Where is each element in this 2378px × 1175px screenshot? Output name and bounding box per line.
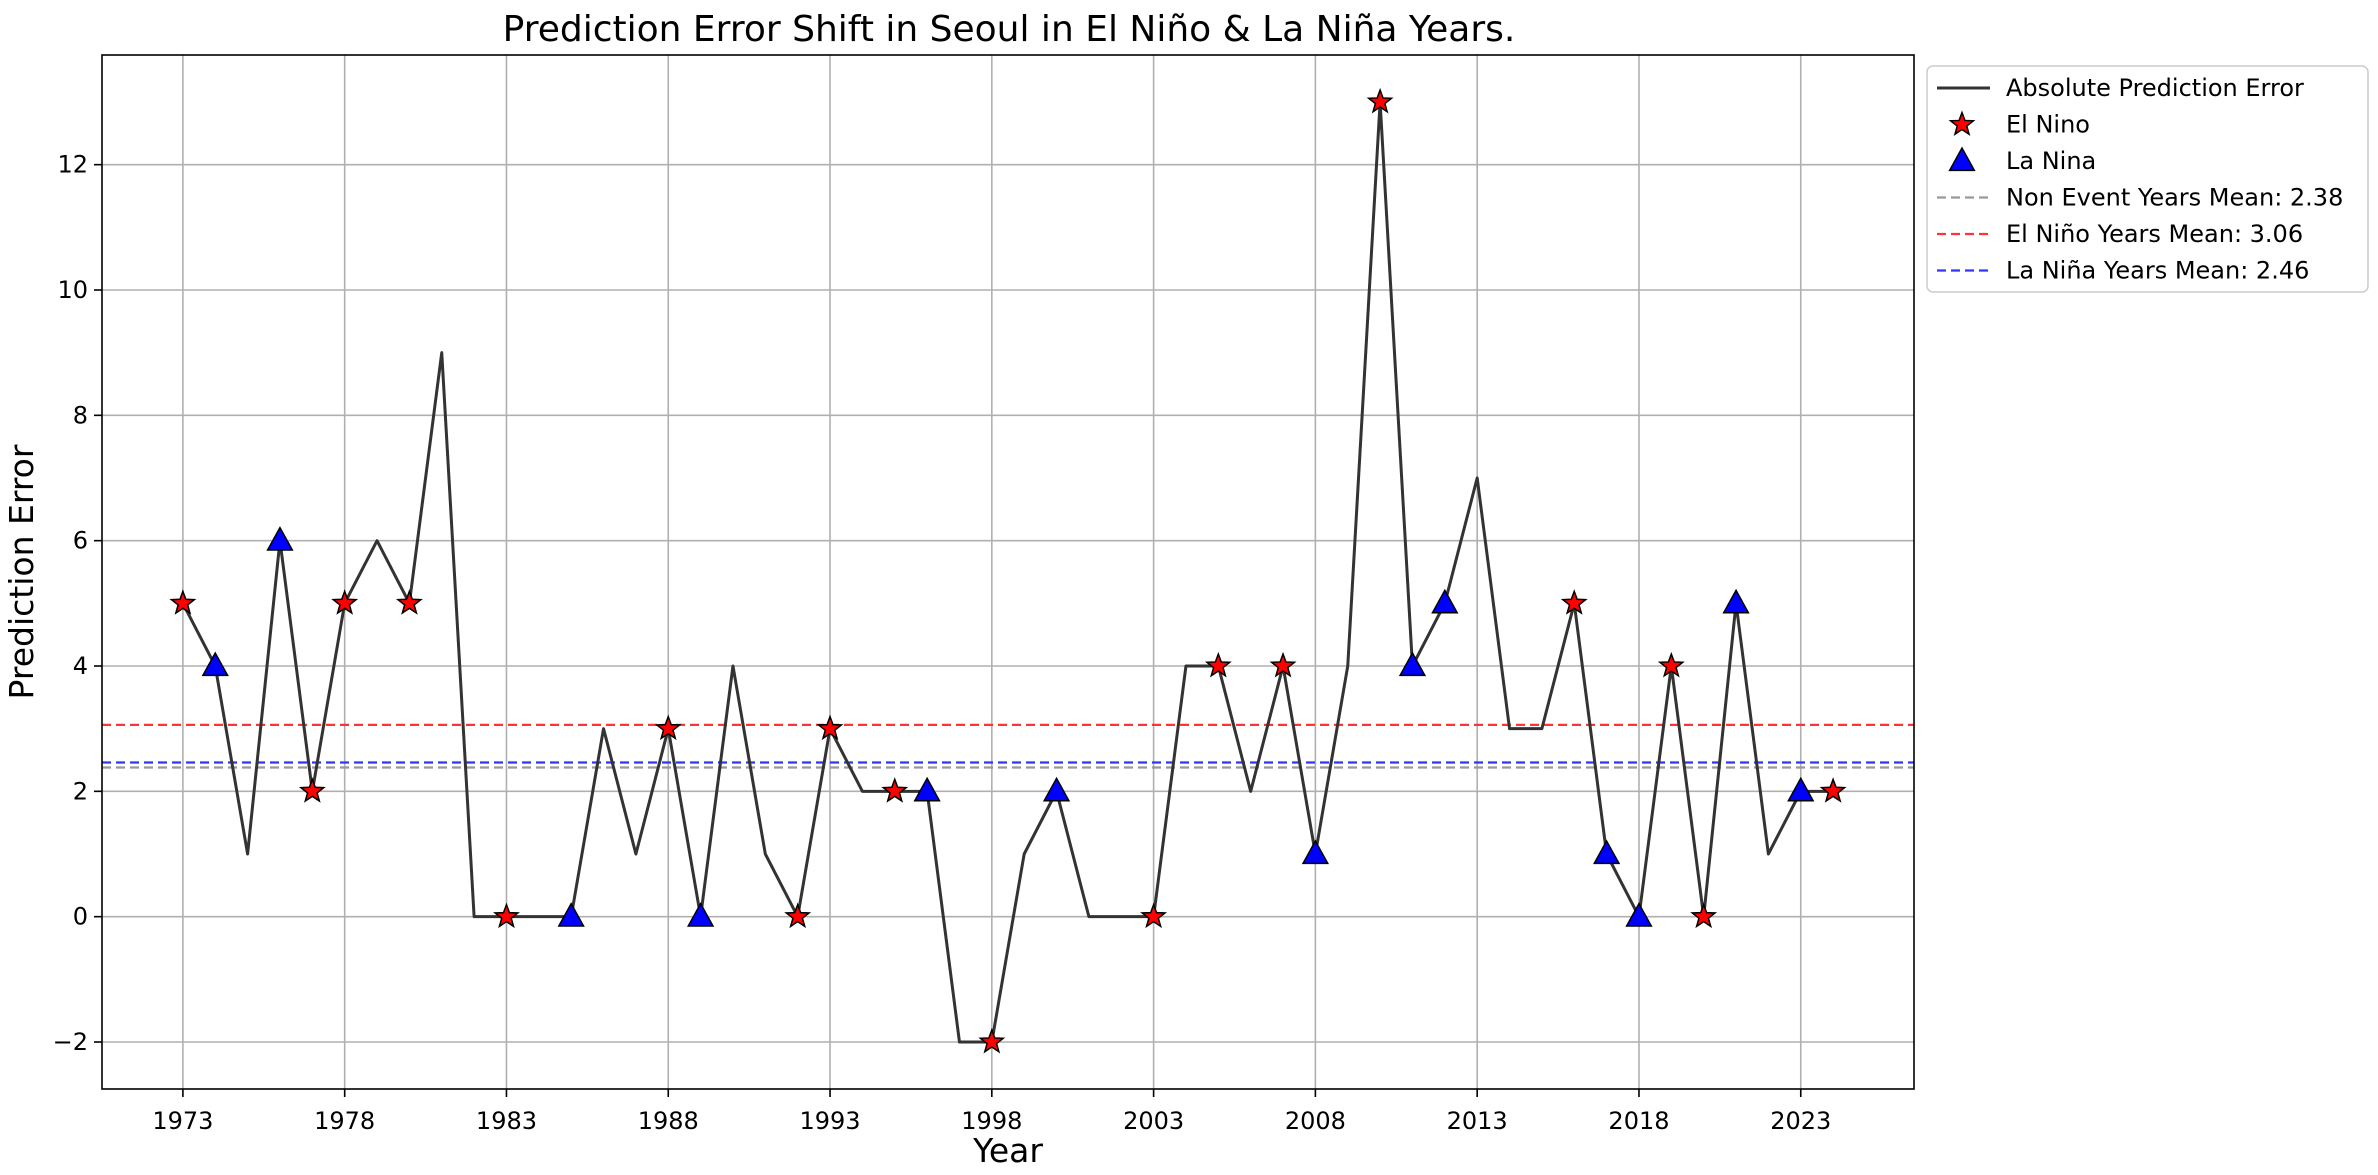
y-tick-label: 4 — [73, 652, 88, 680]
legend-triangle-swatch — [1948, 146, 1976, 172]
el-nino-marker — [654, 714, 682, 741]
el-nino-marker — [1366, 87, 1394, 114]
la-nina-marker — [201, 651, 229, 677]
el-nino-marker — [784, 902, 812, 929]
x-tick-label: 1983 — [476, 1107, 537, 1135]
x-tick-label: 1973 — [152, 1107, 213, 1135]
el-nino-marker — [816, 714, 844, 741]
el-nino-marker — [1560, 589, 1588, 615]
el-nino-marker — [1690, 902, 1718, 929]
legend-label: El Niño Years Mean: 3.06 — [2006, 220, 2303, 248]
la-nina-marker — [557, 902, 585, 927]
el-nino-marker — [331, 589, 359, 615]
grid-lines — [102, 55, 1914, 1089]
el-nino-marker — [298, 777, 326, 803]
y-axis-ticks: −2 0 2 4 6 8 10 12 — [53, 151, 102, 1056]
legend-entry: El Nino — [1948, 110, 2090, 139]
la-nina-marker — [686, 902, 715, 927]
y-tick-label: 0 — [73, 903, 88, 931]
error-line-layer — [181, 100, 1834, 1044]
el-nino-marker — [1657, 651, 1685, 678]
x-tick-label: 2003 — [1123, 1107, 1184, 1135]
el-nino-marker — [881, 777, 909, 803]
y-tick-label: 12 — [57, 151, 88, 179]
event-markers — [169, 87, 1847, 1054]
legend-entry: La Niña Years Mean: 2.46 — [1937, 257, 2309, 285]
x-tick-label: 1978 — [314, 1107, 375, 1135]
la-nina-marker — [1787, 776, 1815, 802]
x-tick-label: 2023 — [1770, 1107, 1831, 1135]
chart-title: Prediction Error Shift in Seoul in El Ni… — [503, 9, 1516, 50]
x-tick-label: 2013 — [1447, 1107, 1508, 1135]
la-nina-marker — [1592, 839, 1621, 865]
mean-lines — [102, 723, 1914, 769]
y-tick-label: 6 — [73, 527, 88, 555]
legend-box — [1926, 65, 2369, 293]
la-nina-marker — [1301, 839, 1330, 865]
legend-entry: Absolute Prediction Error — [1937, 74, 2304, 102]
legend-label: El Nino — [2006, 111, 2090, 139]
y-tick-label: −2 — [53, 1028, 88, 1056]
el-nino-marker — [492, 902, 520, 929]
prediction-error-line — [181, 100, 1834, 1044]
x-tick-label: 2018 — [1608, 1107, 1669, 1135]
el-nino-marker — [978, 1027, 1006, 1054]
el-nino-marker — [1140, 902, 1168, 929]
plot-frame — [101, 54, 1915, 1090]
legend-label: Non Event Years Mean: 2.38 — [2006, 184, 2343, 212]
legend-star-swatch — [1948, 110, 1976, 136]
x-tick-label: 1998 — [961, 1107, 1022, 1135]
la-nina-marker — [1625, 902, 1653, 927]
x-tick-label: 1993 — [799, 1107, 860, 1135]
la-nina-marker — [1722, 588, 1750, 614]
x-axis-label: Year — [972, 1131, 1043, 1170]
x-tick-label: 2008 — [1285, 1107, 1346, 1135]
y-tick-label: 10 — [57, 276, 88, 304]
la-nina-marker — [913, 776, 941, 802]
la-nina-marker — [1431, 588, 1459, 614]
legend: Absolute Prediction Error El Nino La Nina N… — [1926, 65, 2369, 293]
legend-label: La Niña Years Mean: 2.46 — [2006, 257, 2309, 285]
x-tick-label: 1988 — [638, 1107, 699, 1135]
el-nino-marker — [1269, 651, 1297, 678]
y-tick-label: 2 — [73, 777, 88, 805]
el-nino-marker — [1819, 777, 1847, 803]
el-nino-marker — [395, 589, 423, 615]
la-nina-marker — [1042, 776, 1071, 802]
y-tick-label: 8 — [73, 401, 88, 429]
x-axis-ticks: 1973 1978 1983 1988 1993 1998 2003 2008 2013 2018… — [152, 1089, 1831, 1135]
legend-entry: El Niño Years Mean: 3.06 — [1937, 220, 2303, 248]
la-nina-marker — [266, 526, 294, 551]
legend-entry: Non Event Years Mean: 2.38 — [1937, 184, 2343, 212]
legend-label: La Nina — [2006, 147, 2096, 175]
el-nino-marker — [169, 589, 197, 615]
el-nino-marker — [1204, 651, 1232, 678]
legend-label: Absolute Prediction Error — [2006, 74, 2304, 102]
legend-entry: La Nina — [1948, 146, 2096, 175]
y-axis-label: Prediction Error — [2, 444, 41, 699]
la-nina-marker — [1398, 651, 1427, 677]
